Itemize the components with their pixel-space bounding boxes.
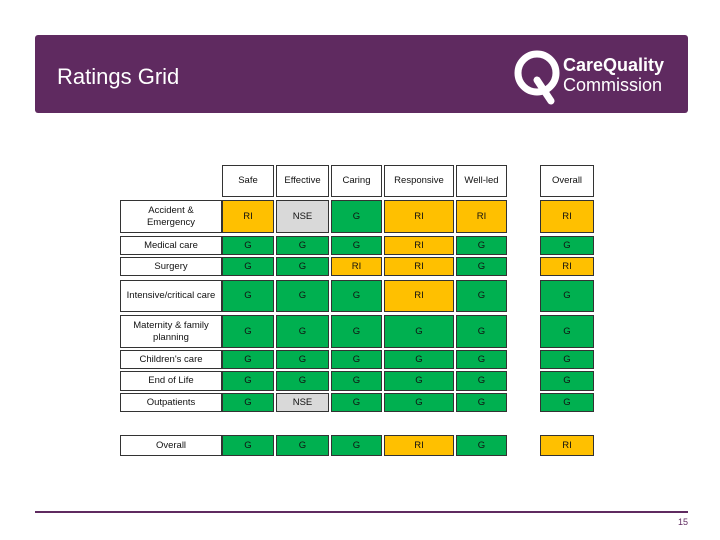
rating-cell: G <box>222 236 274 255</box>
rating-cell: G <box>276 350 329 369</box>
rating-cell: G <box>276 236 329 255</box>
rating-cell: G <box>540 280 594 312</box>
rating-cell: G <box>222 280 274 312</box>
rating-cell: G <box>456 257 507 276</box>
rating-cell: G <box>276 280 329 312</box>
rating-cell: G <box>222 257 274 276</box>
rating-cell: G <box>456 350 507 369</box>
rating-cell: G <box>331 371 382 391</box>
row-label: Medical care <box>120 236 222 255</box>
rating-cell: RI <box>384 236 454 255</box>
rating-cell: G <box>276 315 329 348</box>
logo-line2: Commission <box>563 75 662 95</box>
rating-cell: G <box>540 371 594 391</box>
rating-cell: G <box>331 393 382 412</box>
rating-cell: G <box>222 350 274 369</box>
header-band: Ratings Grid CareQuality Commission <box>35 35 688 113</box>
rating-cell: RI <box>540 435 594 456</box>
rating-cell: G <box>540 236 594 255</box>
row-label: Intensive/critical care <box>120 280 222 312</box>
row-label: Overall <box>120 435 222 456</box>
rating-cell: G <box>222 393 274 412</box>
column-header: Safe <box>222 165 274 197</box>
row-label: Maternity & family planning <box>120 315 222 348</box>
row-label: End of Life <box>120 371 222 391</box>
rating-cell: G <box>540 393 594 412</box>
column-header: Responsive <box>384 165 454 197</box>
rating-cell: G <box>276 371 329 391</box>
rating-cell: G <box>540 350 594 369</box>
column-header: Caring <box>331 165 382 197</box>
logo-line1: CareQuality <box>563 55 664 75</box>
rating-cell: RI <box>384 280 454 312</box>
rating-cell: G <box>456 236 507 255</box>
page-number: 15 <box>677 517 688 527</box>
rating-cell: G <box>222 315 274 348</box>
rating-cell: NSE <box>276 200 329 233</box>
row-label: Accident & Emergency <box>120 200 222 233</box>
row-label: Surgery <box>120 257 222 276</box>
rating-cell: G <box>331 200 382 233</box>
logo: CareQuality Commission <box>514 50 664 105</box>
rating-cell: RI <box>331 257 382 276</box>
rating-cell: NSE <box>276 393 329 412</box>
rating-cell: G <box>540 315 594 348</box>
column-header: Overall <box>540 165 594 197</box>
rating-cell: G <box>331 435 382 456</box>
rating-cell: G <box>384 350 454 369</box>
rating-cell: G <box>384 315 454 348</box>
rating-cell: RI <box>540 200 594 233</box>
rating-cell: G <box>276 435 329 456</box>
rating-cell: G <box>331 280 382 312</box>
row-label: Children's care <box>120 350 222 369</box>
rating-cell: G <box>456 371 507 391</box>
rating-cell: RI <box>384 257 454 276</box>
slide-title: Ratings Grid <box>57 64 180 89</box>
rating-cell: G <box>331 315 382 348</box>
row-label: Outpatients <box>120 393 222 412</box>
rating-cell: RI <box>540 257 594 276</box>
rating-cell: G <box>456 280 507 312</box>
rating-cell: RI <box>222 200 274 233</box>
rating-cell: G <box>331 236 382 255</box>
rating-cell: G <box>331 350 382 369</box>
rating-cell: G <box>222 371 274 391</box>
rating-cell: G <box>384 393 454 412</box>
rating-cell: G <box>456 435 507 456</box>
rating-cell: RI <box>384 435 454 456</box>
footer-rule <box>35 511 688 513</box>
rating-cell: G <box>456 393 507 412</box>
column-header: Effective <box>276 165 329 197</box>
column-header: Well-led <box>456 165 507 197</box>
rating-cell: G <box>384 371 454 391</box>
rating-cell: RI <box>456 200 507 233</box>
rating-cell: G <box>222 435 274 456</box>
rating-cell: G <box>276 257 329 276</box>
rating-cell: G <box>456 315 507 348</box>
rating-cell: RI <box>384 200 454 233</box>
